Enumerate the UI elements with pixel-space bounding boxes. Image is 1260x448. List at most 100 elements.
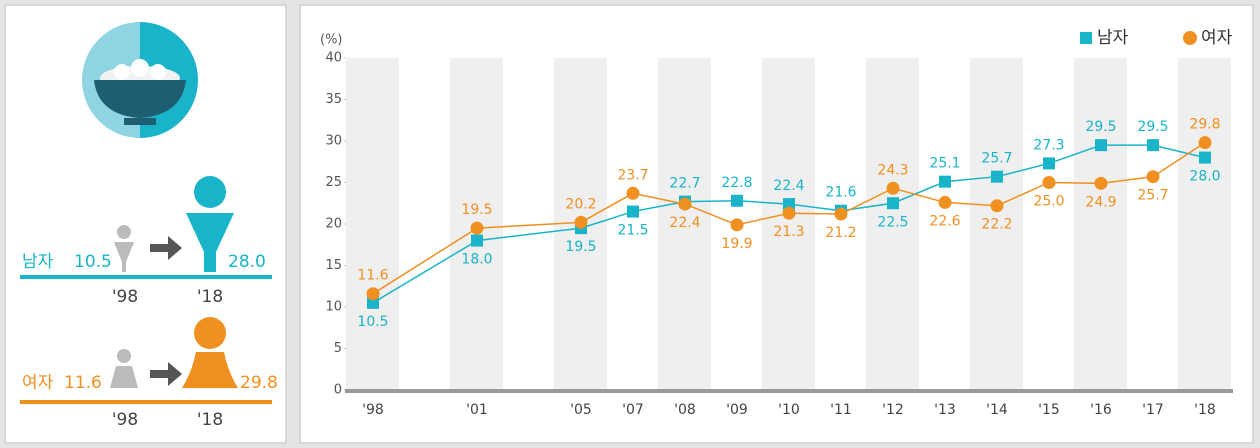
value-label: 29.5 <box>1137 119 1168 135</box>
band <box>866 58 919 390</box>
marker <box>938 195 952 209</box>
women-from-year: '98 <box>112 410 138 430</box>
x-tick-label: '98 <box>362 402 384 418</box>
men-from: 10.5 <box>74 252 112 272</box>
legend-label: 여자 <box>1201 28 1233 48</box>
value-label: 25.7 <box>981 151 1012 167</box>
legend-item: 여자 <box>1183 28 1233 48</box>
value-label: 27.3 <box>1033 137 1064 153</box>
y-tick-label: 30 <box>325 134 342 149</box>
band <box>346 58 399 390</box>
value-label: 24.3 <box>877 162 908 178</box>
value-label: 20.2 <box>565 196 596 212</box>
y-tick-label: 10 <box>325 300 342 315</box>
marker <box>886 181 900 195</box>
value-label: 19.5 <box>461 202 492 218</box>
x-tick-label: '05 <box>570 402 592 418</box>
value-label: 28.0 <box>1189 169 1220 185</box>
marker <box>1042 176 1056 189</box>
x-tick-label: '11 <box>830 402 852 418</box>
x-tick-label: '09 <box>726 402 748 418</box>
band <box>970 58 1023 390</box>
marker <box>1198 136 1212 150</box>
value-label: 18.0 <box>461 252 492 268</box>
x-tick-label: '17 <box>1142 402 1164 418</box>
marker <box>470 221 484 235</box>
y-tick-label: 5 <box>334 341 342 356</box>
x-tick-label: '16 <box>1090 402 1112 418</box>
marker <box>730 218 744 232</box>
y-tick-label: 35 <box>325 92 342 107</box>
value-label: 21.5 <box>617 223 648 239</box>
value-label: 25.1 <box>929 156 960 172</box>
legend-swatch <box>1183 31 1197 45</box>
value-label: 22.6 <box>929 213 960 229</box>
marker <box>1199 151 1211 164</box>
y-unit-label: (%) <box>320 33 343 48</box>
x-tick-label: '08 <box>674 402 696 418</box>
x-tick-label: '13 <box>934 402 956 418</box>
value-label: 22.7 <box>669 176 700 192</box>
women-to-year: '18 <box>197 410 223 430</box>
value-label: 19.5 <box>565 239 596 255</box>
marker <box>887 197 899 210</box>
y-tick-label: 40 <box>325 51 342 66</box>
y-tick-label: 15 <box>325 258 342 273</box>
marker <box>471 234 483 247</box>
value-label: 29.5 <box>1085 119 1116 135</box>
men-label: 남자 <box>22 252 54 272</box>
y-tick-label: 25 <box>325 175 342 190</box>
value-label: 10.5 <box>357 314 388 330</box>
x-tick-label: '07 <box>622 402 644 418</box>
value-label: 25.7 <box>1137 188 1168 204</box>
value-label: 21.6 <box>825 185 856 201</box>
value-label: 21.2 <box>825 225 856 241</box>
band <box>1074 58 1127 390</box>
women-to: 29.8 <box>240 373 278 393</box>
women-label: 여자 <box>22 373 54 393</box>
marker <box>1147 139 1159 152</box>
women-icons <box>20 317 272 404</box>
men-to: 28.0 <box>228 252 266 272</box>
marker <box>367 296 379 309</box>
x-tick-label: '15 <box>1038 402 1060 418</box>
marker <box>626 186 640 200</box>
marker <box>1146 170 1160 184</box>
value-label: 22.5 <box>877 214 908 230</box>
marker <box>1094 176 1108 190</box>
women-from: 11.6 <box>64 373 102 393</box>
marker <box>678 197 692 211</box>
marker <box>574 215 588 229</box>
marker <box>366 287 380 301</box>
x-tick-label: '12 <box>882 402 904 418</box>
marker <box>783 198 795 211</box>
value-label: 29.8 <box>1189 117 1220 133</box>
y-tick-label: 0 <box>334 383 342 398</box>
men-icons <box>20 176 272 279</box>
marker <box>627 205 639 218</box>
y-tick-label: 20 <box>325 217 342 232</box>
men-from-year: '98 <box>112 287 138 307</box>
marker <box>782 206 796 220</box>
marker <box>834 207 848 221</box>
marker <box>990 199 1004 213</box>
marker <box>1095 139 1107 152</box>
value-label: 21.3 <box>773 224 804 240</box>
x-tick-label: '18 <box>1194 402 1216 418</box>
bowl-icon <box>82 22 198 138</box>
value-label: 19.9 <box>721 236 752 252</box>
value-label: 23.7 <box>617 167 648 183</box>
value-label: 24.9 <box>1085 194 1116 210</box>
value-label: 25.0 <box>1033 194 1064 210</box>
x-tick-label: '01 <box>466 402 488 418</box>
value-label: 22.8 <box>721 175 752 191</box>
marker <box>1043 157 1055 170</box>
x-tick-label: '14 <box>986 402 1008 418</box>
band <box>1178 58 1231 390</box>
men-to-year: '18 <box>197 287 223 307</box>
value-label: 11.6 <box>357 268 388 284</box>
legend-label: 남자 <box>1097 28 1129 48</box>
band <box>762 58 815 390</box>
x-tick-label: '10 <box>778 402 800 418</box>
